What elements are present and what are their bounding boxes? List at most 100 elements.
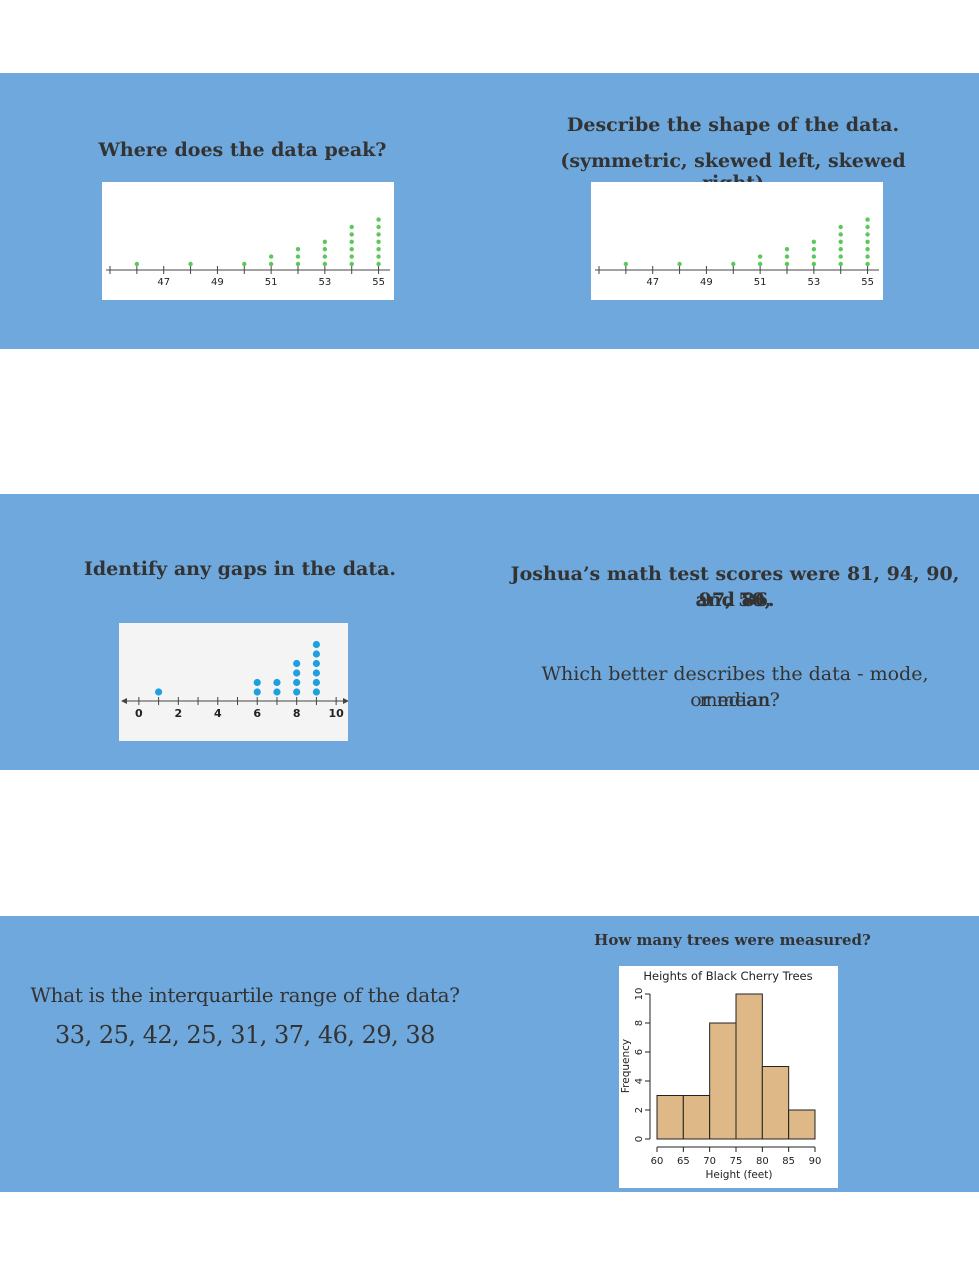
joshua-question-line1: Joshua’s math test scores were 81, 94, 9… <box>510 563 960 611</box>
tick-label: 53 <box>318 277 331 288</box>
data-dot <box>376 261 381 267</box>
data-dot <box>865 261 870 267</box>
data-dot <box>349 239 354 244</box>
number-line-arrow-right <box>343 698 349 704</box>
data-dot <box>811 247 817 252</box>
data-dot <box>865 217 870 222</box>
data-dot <box>268 261 274 267</box>
data-dot <box>623 261 629 267</box>
joshua-followup-line2: or mean? <box>690 689 780 711</box>
histogram-bar <box>682 1095 711 1140</box>
tick-label: 10 <box>328 707 344 720</box>
dot-plot-peak: 47 49 51 53 55 <box>102 182 394 300</box>
y-tick-label: 10 <box>634 988 645 1001</box>
data-dot <box>838 247 843 252</box>
data-dot <box>322 247 328 252</box>
y-tick-label: 2 <box>634 1107 645 1113</box>
data-dot <box>349 232 354 237</box>
data-dot <box>312 650 321 658</box>
data-dot <box>838 232 843 237</box>
dot-plot-peak-svg: 47 49 51 53 55 <box>106 217 390 288</box>
x-tick-label: 80 <box>756 1156 769 1167</box>
data-dot <box>273 678 281 687</box>
iqr-values: 33, 25, 42, 25, 31, 37, 46, 29, 38 <box>55 1021 435 1049</box>
data-dot <box>312 669 321 677</box>
joshua-followup-line1: Which better describes the data - mode, … <box>541 663 929 711</box>
tick-label: 51 <box>754 277 767 288</box>
data-dot <box>293 659 301 668</box>
data-dot <box>134 261 140 267</box>
dot-plot-gaps: 0 2 4 6 8 10 <box>119 623 349 741</box>
histogram-bar <box>735 993 763 1140</box>
data-dot <box>312 678 321 687</box>
data-dot <box>838 239 843 244</box>
data-dot <box>376 247 381 252</box>
data-dot <box>811 254 817 259</box>
x-tick-label: 85 <box>782 1156 795 1167</box>
tick-label: 53 <box>807 277 820 288</box>
histogram-bar <box>761 1066 790 1140</box>
tick-label: 55 <box>861 277 874 288</box>
dot-plot-gaps-svg: 0 2 4 6 8 10 <box>121 640 349 720</box>
gaps-question: Identify any gaps in the data. <box>83 558 397 580</box>
tick-label: 51 <box>265 277 278 288</box>
data-dot <box>349 224 354 230</box>
data-dot <box>757 254 763 259</box>
data-dot <box>293 678 301 687</box>
tick-label: 49 <box>700 277 713 288</box>
data-dot <box>295 254 301 259</box>
tick-label: 6 <box>253 707 261 720</box>
tick-label: 4 <box>214 707 222 720</box>
tick-label: 0 <box>135 707 143 720</box>
data-dot <box>784 247 790 252</box>
data-dot <box>312 688 321 696</box>
data-dot <box>376 217 381 222</box>
tick-label: 47 <box>646 277 659 288</box>
data-dot <box>349 261 354 267</box>
data-dot <box>731 261 736 267</box>
data-dot <box>757 261 763 267</box>
data-dot <box>376 239 381 244</box>
data-dot <box>312 640 321 649</box>
peak-question: Where does the data peak? <box>98 139 387 161</box>
data-dot <box>677 261 682 267</box>
histogram-bar <box>709 1022 737 1140</box>
trees-question: How many trees were measured? <box>594 931 871 949</box>
data-dot <box>322 254 328 259</box>
data-dot <box>253 678 261 687</box>
data-dot <box>865 224 870 230</box>
data-dot <box>349 247 354 252</box>
x-tick-label: 65 <box>677 1156 690 1167</box>
data-dot <box>784 261 790 267</box>
iqr-question: What is the interquartile range of the d… <box>30 983 460 1007</box>
histogram-title: Heights of Black Cherry Trees <box>643 969 812 983</box>
data-dot <box>838 254 843 259</box>
tick-label: 2 <box>174 707 182 720</box>
data-dot <box>268 254 274 259</box>
data-dot <box>188 261 193 267</box>
x-tick-label: 90 <box>809 1156 822 1167</box>
data-dot <box>322 239 328 244</box>
tick-label: 47 <box>157 277 170 288</box>
tick-label: 55 <box>372 277 385 288</box>
dot-plot-shape: 47 49 51 53 55 <box>591 182 883 300</box>
data-dot <box>293 688 301 696</box>
x-tick-label: 60 <box>651 1156 664 1167</box>
data-dot <box>312 659 321 668</box>
data-dot <box>811 239 817 244</box>
data-dot <box>349 254 354 259</box>
data-dot <box>295 247 301 252</box>
data-dot <box>865 239 870 244</box>
x-tick-label: 70 <box>703 1156 716 1167</box>
y-tick-label: 4 <box>634 1078 645 1084</box>
data-dot <box>376 224 381 230</box>
data-dot <box>838 261 843 267</box>
data-dot <box>838 224 843 230</box>
data-dot <box>154 688 163 696</box>
y-tick-label: 8 <box>634 1020 645 1026</box>
x-tick-label: 75 <box>730 1156 743 1167</box>
shape-question-line1: Describe the shape of the data. <box>566 114 900 136</box>
tick-label: 8 <box>293 707 301 720</box>
data-dot <box>322 261 328 267</box>
joshua-question-line2: and 86. <box>695 589 775 611</box>
